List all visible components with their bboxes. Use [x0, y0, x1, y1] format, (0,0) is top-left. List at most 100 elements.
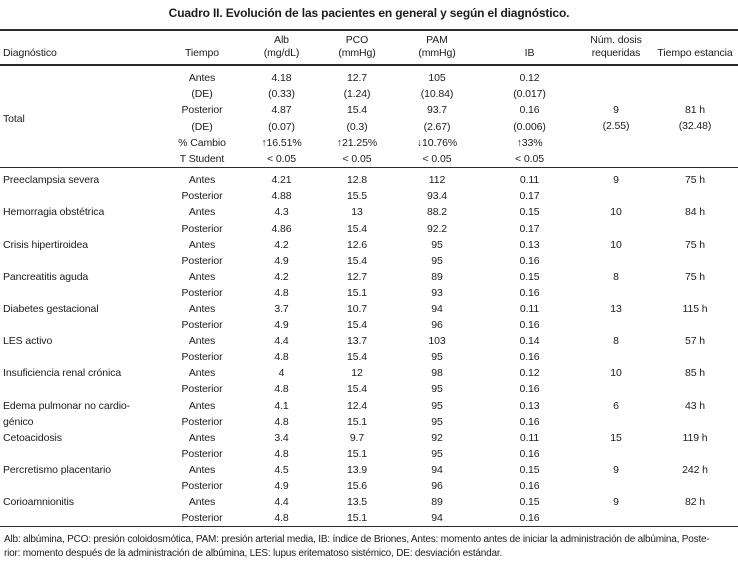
- table-row-antes: Hemorragia obstétrica Antes 4.3 13 88.2 0.15 1…: [0, 204, 738, 220]
- table-row-posterior: Posterior 4.8 15.1 95 0.16: [0, 446, 738, 462]
- estancia-header: Tiempo estancia: [652, 30, 738, 66]
- dosis-cell: [580, 381, 652, 397]
- tiempo-cell: Posterior: [181, 319, 223, 332]
- pco-header: PCO (mmHg): [319, 30, 395, 66]
- diagnosis-name-cell: Edema pulmonar no cardio-: [3, 399, 131, 412]
- tiempo-cell: Antes: [188, 431, 216, 444]
- tiempo-cell: Posterior: [181, 447, 223, 460]
- pam-value-cell: 93.7: [426, 104, 448, 117]
- diagnosis-name-cell: [0, 221, 160, 237]
- header-line: requeridas: [591, 47, 641, 59]
- pam-value-cell: 93.4: [426, 190, 448, 203]
- pam-value-cell: 92: [431, 431, 443, 444]
- pco-value-cell: 12.7: [346, 72, 368, 84]
- tiempo-cell: Posterior: [181, 383, 223, 396]
- ib-value-cell: 0.11: [519, 174, 540, 187]
- diagnosis-name-cell: [0, 381, 160, 397]
- pco-value-cell: 10.7: [346, 302, 368, 315]
- ib-value-cell: 0.15: [519, 496, 540, 509]
- table-row-antes: Crisis hipertiroidea Antes 4.2 12.6 95 0.13 10…: [0, 237, 738, 253]
- diagnosis-name-cell: [0, 446, 160, 462]
- tiempo-header: Tiempo: [160, 30, 244, 66]
- tiempo-cell: Antes: [188, 496, 216, 509]
- header-line: (mmHg): [418, 47, 456, 59]
- ib-value-cell: 0.16: [519, 512, 540, 525]
- alb-value-cell: 4.8: [274, 351, 289, 364]
- evolution-table: Diagnóstico Tiempo Alb (mg/dL) PCO (mmHg…: [0, 29, 738, 527]
- ib-value-cell: < 0.05: [515, 153, 544, 166]
- pco-value-cell: 15.4: [346, 254, 368, 267]
- estancia-cell: 242 h: [682, 463, 708, 476]
- dosis-header: Núm. dosis requeridas: [580, 30, 652, 66]
- header-line: Tiempo estancia: [657, 47, 733, 59]
- diagnosis-name-cell: [0, 188, 160, 204]
- dosis-cell: 9: [613, 174, 619, 187]
- pam-value-cell: 96: [431, 319, 443, 332]
- diagnosis-name-cell: [0, 317, 160, 333]
- table-row-antes: Insuficiencia renal crónica Antes 4 12 98 0.1…: [0, 365, 738, 381]
- ib-value-cell: 0.11: [519, 302, 540, 315]
- tiempo-cell: Posterior: [181, 480, 223, 492]
- header-line: PCO: [345, 34, 369, 46]
- alb-value-cell: 4.8: [274, 447, 289, 460]
- table-row-antes: Percretismo placentario Antes 4.5 13.9 94 0.1…: [0, 462, 738, 478]
- pco-value-cell: (0.3): [346, 120, 368, 133]
- alb-header: Alb (mg/dL): [244, 30, 319, 66]
- tiempo-cell: Posterior: [181, 286, 223, 299]
- alb-value-cell: 4.4: [274, 335, 289, 348]
- pam-value-cell: 95: [431, 254, 443, 267]
- tiempo-cell: Posterior: [181, 415, 223, 428]
- pam-value-cell: 89: [431, 496, 443, 509]
- estancia-sd: (32.48): [678, 119, 712, 132]
- table-row-posterior: Posterior 4.8 15.4 95 0.16: [0, 349, 738, 365]
- tiempo-cell: Antes: [188, 367, 216, 380]
- table-row-antes: LES activo Antes 4.4 13.7 103 0.14 8 57 h: [0, 333, 738, 349]
- pco-value-cell: 15.4: [346, 104, 368, 117]
- dosis-cell: 6: [613, 399, 619, 412]
- alb-value-cell: 4.3: [274, 206, 289, 219]
- table-row-posterior: génico Posterior 4.8 15.1 95 0.16: [0, 414, 738, 430]
- estancia-cell: [652, 285, 738, 301]
- estancia-cell: 43 h: [684, 399, 706, 412]
- header-line: Tiempo: [184, 47, 220, 59]
- pco-value-cell: < 0.05: [342, 153, 372, 166]
- table-row-antes: Diabetes gestacional Antes 3.7 10.7 94 0.11 13…: [0, 301, 738, 317]
- header-line: (mg/dL): [263, 47, 300, 59]
- dosis-cell: [580, 188, 652, 204]
- pam-value-cell: 103: [428, 335, 446, 348]
- pco-value-cell: 15.6: [346, 480, 368, 492]
- tiempo-cell: Antes: [188, 270, 216, 283]
- pco-value-cell: 13: [351, 206, 363, 219]
- estancia-cell: 85 h: [684, 367, 706, 380]
- pam-value-cell: (10.84): [420, 88, 454, 101]
- ib-value-cell: 0.16: [519, 104, 540, 117]
- estancia-cell: [652, 446, 738, 462]
- pam-value-cell: 95: [431, 415, 443, 428]
- table-row: Total Antes 4.18 12.7 105 0.12 9 (2.55) …: [0, 65, 738, 132]
- header-line: Alb: [274, 34, 289, 46]
- pam-value-cell: 94: [431, 512, 443, 525]
- tiempo-cell: % Cambio: [178, 136, 226, 149]
- table-row-posterior: Posterior 4.8 15.4 95 0.16: [0, 381, 738, 397]
- pam-value-cell: 112: [428, 174, 446, 187]
- alb-value-cell: < 0.05: [267, 153, 296, 166]
- dosis-mean: 9: [613, 104, 619, 117]
- dosis-cell: 8: [613, 270, 619, 283]
- dosis-cell: [580, 349, 652, 365]
- diagnosis-name-cell: [0, 510, 160, 527]
- ib-value-cell: 0.13: [519, 399, 540, 412]
- diagnostico-header: Diagnóstico: [0, 30, 160, 66]
- table-row: (DE) (0.33) (1.24) (10.84) (0.017): [0, 86, 738, 102]
- header-line: [652, 34, 738, 47]
- pco-value-cell: 15.4: [346, 222, 368, 235]
- ib-value-cell: 0.12: [519, 367, 540, 380]
- tiempo-cell: Antes: [188, 72, 216, 84]
- ib-value-cell: 0.14: [519, 335, 540, 348]
- ib-value-cell: 0.17: [519, 190, 540, 203]
- pco-value-cell: 15.1: [346, 415, 368, 428]
- table-header: Diagnóstico Tiempo Alb (mg/dL) PCO (mmHg…: [0, 30, 738, 66]
- pam-value-cell: 95: [431, 351, 443, 364]
- pco-value-cell: 12.7: [346, 270, 368, 283]
- tiempo-cell: Posterior: [181, 190, 223, 203]
